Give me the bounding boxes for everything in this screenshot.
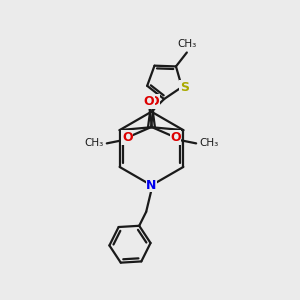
Text: CH₃: CH₃ bbox=[200, 138, 219, 148]
Text: CH₃: CH₃ bbox=[84, 138, 103, 148]
Text: O: O bbox=[144, 95, 154, 108]
Text: CH₃: CH₃ bbox=[177, 39, 196, 49]
Text: O: O bbox=[122, 131, 133, 144]
Text: S: S bbox=[180, 80, 189, 94]
Text: N: N bbox=[146, 179, 157, 192]
Text: O: O bbox=[170, 131, 181, 144]
Text: O: O bbox=[148, 95, 159, 108]
